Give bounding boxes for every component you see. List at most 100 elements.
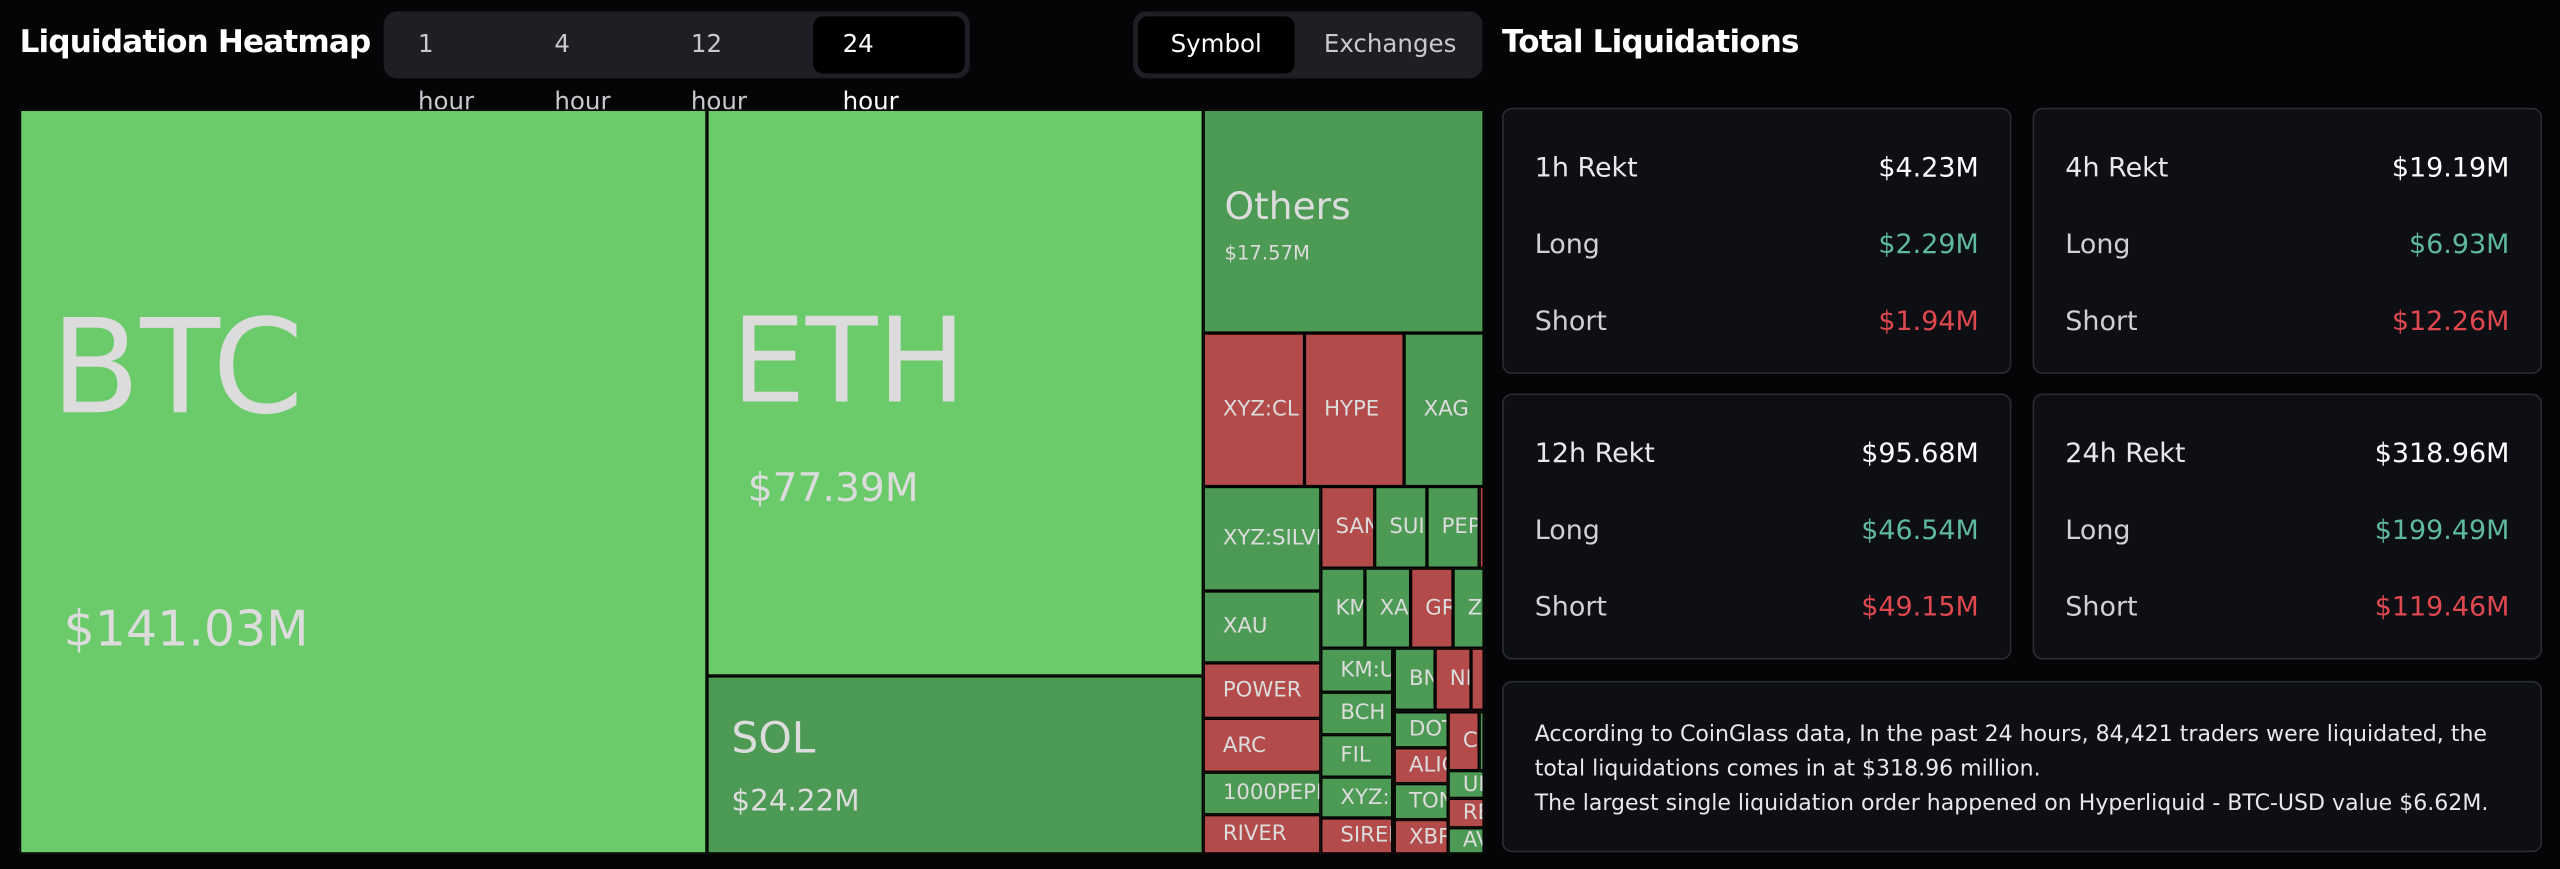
treemap-cell[interactable]: FIL	[1320, 734, 1393, 778]
treemap-cell[interactable]: DOT	[1394, 711, 1449, 748]
treemap-cell[interactable]: ZEC	[1453, 568, 1485, 649]
treemap-cell[interactable]: XAG	[1404, 333, 1485, 487]
cell-label: AV	[1462, 828, 1483, 854]
tab-1-hour[interactable]: 1 hour	[417, 29, 475, 116]
rekt-row: Long $199.49M	[2065, 514, 2509, 545]
treemap-cell[interactable]: RIVER	[1203, 814, 1321, 854]
treemap-cell-btc[interactable]: BTC $141.03M	[19, 109, 707, 854]
treemap-cell[interactable]: PEPE	[1426, 486, 1480, 569]
treemap-cell[interactable]: SAND	[1320, 486, 1375, 569]
cell-label: 1000PEPE	[1222, 781, 1321, 806]
cell-label: KMNO	[1335, 595, 1365, 621]
tab-4-hour[interactable]: 4 hour	[554, 29, 611, 116]
cell-label: XYZ:CL	[1222, 397, 1299, 423]
row-value: $318.96M	[2374, 437, 2510, 469]
cell-label: HYPE	[1324, 397, 1380, 423]
cell-symbol: SOL	[731, 715, 816, 765]
treemap-cell[interactable]: POWER	[1203, 662, 1321, 719]
rekt-row: Short $12.26M	[2065, 305, 2509, 336]
treemap-cell-eth[interactable]: ETH $77.39M	[706, 109, 1204, 676]
treemap-cell[interactable]	[1471, 648, 1485, 711]
treemap-cell[interactable]: KMNO	[1320, 568, 1365, 649]
treemap-cell[interactable]: ARC	[1203, 718, 1321, 773]
cell-value: $141.03M	[63, 601, 309, 659]
row-label: Short	[1534, 305, 1607, 337]
time-range-tabs: 1 hour 4 hour 12 hour 24 hour	[383, 11, 970, 116]
rekt-row: 24h Rekt $318.96M	[2065, 438, 2509, 469]
treemap-cell[interactable]: HYPE	[1304, 333, 1405, 487]
treemap-cell[interactable]: XBR	[1394, 819, 1449, 854]
heatmap-title: Liquidation Heatmap	[19, 24, 372, 61]
row-label: Long	[1534, 228, 1600, 260]
cell-value: $17.57M	[1224, 241, 1310, 265]
row-value: $12.26M	[2391, 305, 2510, 337]
row-label: Long	[1534, 514, 1600, 546]
treemap-cell[interactable]: 1000PEPE	[1203, 772, 1321, 815]
tab-symbol[interactable]: Symbol	[1137, 16, 1295, 74]
cell-label: XAG	[1423, 397, 1469, 423]
rekt-row: Short $119.46M	[2065, 591, 2509, 622]
cell-label: DOT	[1408, 717, 1447, 743]
cell-label: FIL	[1340, 743, 1371, 769]
total-liquidations-title: Total Liquidations	[1502, 24, 1799, 61]
treemap-cell[interactable]: CC	[1448, 711, 1480, 771]
treemap-cell[interactable]: XYZ:NV	[1320, 777, 1393, 818]
rekt-row: Long $2.29M	[1535, 229, 1979, 260]
view-mode-tabs: Symbol Exchanges	[1133, 11, 1483, 79]
treemap-cell[interactable]: XYZ:SILVER	[1203, 486, 1321, 592]
cell-label: XYZ:NV	[1340, 785, 1391, 810]
treemap-cell-sol[interactable]: SOL $24.22M	[706, 675, 1204, 854]
treemap-cell-others[interactable]: Others $17.57M	[1203, 109, 1485, 334]
treemap-cell[interactable]: ALICE	[1394, 747, 1449, 784]
treemap-cell[interactable]: BNB	[1394, 648, 1436, 711]
row-value: $49.15M	[1861, 591, 1979, 623]
treemap-cell[interactable]: SUI	[1374, 486, 1427, 569]
rekt-card-1h: 1h Rekt $4.23M Long $2.29M Short $1.94M	[1502, 107, 2012, 374]
row-label: Long	[2065, 228, 2131, 260]
summary-line: According to CoinGlass data, In the past…	[1534, 721, 2488, 783]
cell-label: CC	[1462, 728, 1478, 754]
row-label: 12h Rekt	[1534, 437, 1655, 469]
treemap-cell[interactable]: XYZ:CL	[1203, 333, 1305, 487]
treemap-cell[interactable]	[1479, 711, 1485, 771]
treemap-cell[interactable]: TON	[1394, 783, 1449, 820]
treemap-cell[interactable]	[1479, 486, 1485, 569]
treemap-cell[interactable]: XAU	[1364, 568, 1411, 649]
cell-label: RIVER	[1222, 822, 1287, 847]
treemap-cell[interactable]: UNI	[1448, 770, 1485, 799]
summary-box: According to CoinGlass data, In the past…	[1502, 680, 2543, 853]
row-value: $95.68M	[1861, 437, 1979, 469]
cell-label: KM:US	[1340, 657, 1391, 683]
cell-symbol: Others	[1224, 186, 1351, 229]
row-value: $6.93M	[2409, 228, 2510, 260]
cell-label: POWER	[1222, 678, 1302, 703]
cell-label: SIREN	[1340, 823, 1391, 849]
treemap-cell[interactable]: AV	[1448, 827, 1485, 854]
treemap-cell[interactable]: XAU	[1203, 591, 1321, 663]
tab-12-hour[interactable]: 12 hour	[690, 29, 747, 116]
tab-exchanges[interactable]: Exchanges	[1323, 29, 1457, 59]
rekt-row: Short $1.94M	[1535, 305, 1979, 336]
treemap-cell[interactable]: RE	[1448, 798, 1485, 828]
rekt-card-4h: 4h Rekt $19.19M Long $6.93M Short $12.26M	[2032, 107, 2543, 374]
rekt-row: 1h Rekt $4.23M	[1535, 152, 1979, 183]
treemap-cell[interactable]: NEAR	[1435, 648, 1472, 711]
cell-label: TON	[1408, 789, 1447, 814]
cell-label: ARC	[1222, 733, 1266, 758]
treemap-cell[interactable]: SIREN	[1320, 817, 1393, 854]
treemap-cell[interactable]: GRT	[1410, 568, 1454, 649]
row-label: Short	[2065, 305, 2138, 337]
row-value: $2.29M	[1878, 228, 1979, 260]
treemap-cell[interactable]: KM:US	[1320, 648, 1393, 693]
row-label: 4h Rekt	[2065, 151, 2169, 183]
treemap-cell[interactable]: BCH	[1320, 692, 1393, 735]
cell-label: ZEC	[1467, 595, 1483, 621]
tab-24-hour[interactable]: 24 hour	[813, 16, 965, 116]
rekt-row: Long $6.93M	[2065, 229, 2509, 260]
row-label: 1h Rekt	[1534, 151, 1638, 183]
row-value: $19.19M	[2391, 151, 2510, 183]
liquidation-treemap: BTC $141.03M ETH $77.39M SOL $24.22M Others $17…	[19, 109, 1485, 854]
cell-label: PEPE	[1441, 515, 1478, 540]
rekt-card-24h: 24h Rekt $318.96M Long $199.49M Short $119.46…	[2032, 393, 2543, 660]
